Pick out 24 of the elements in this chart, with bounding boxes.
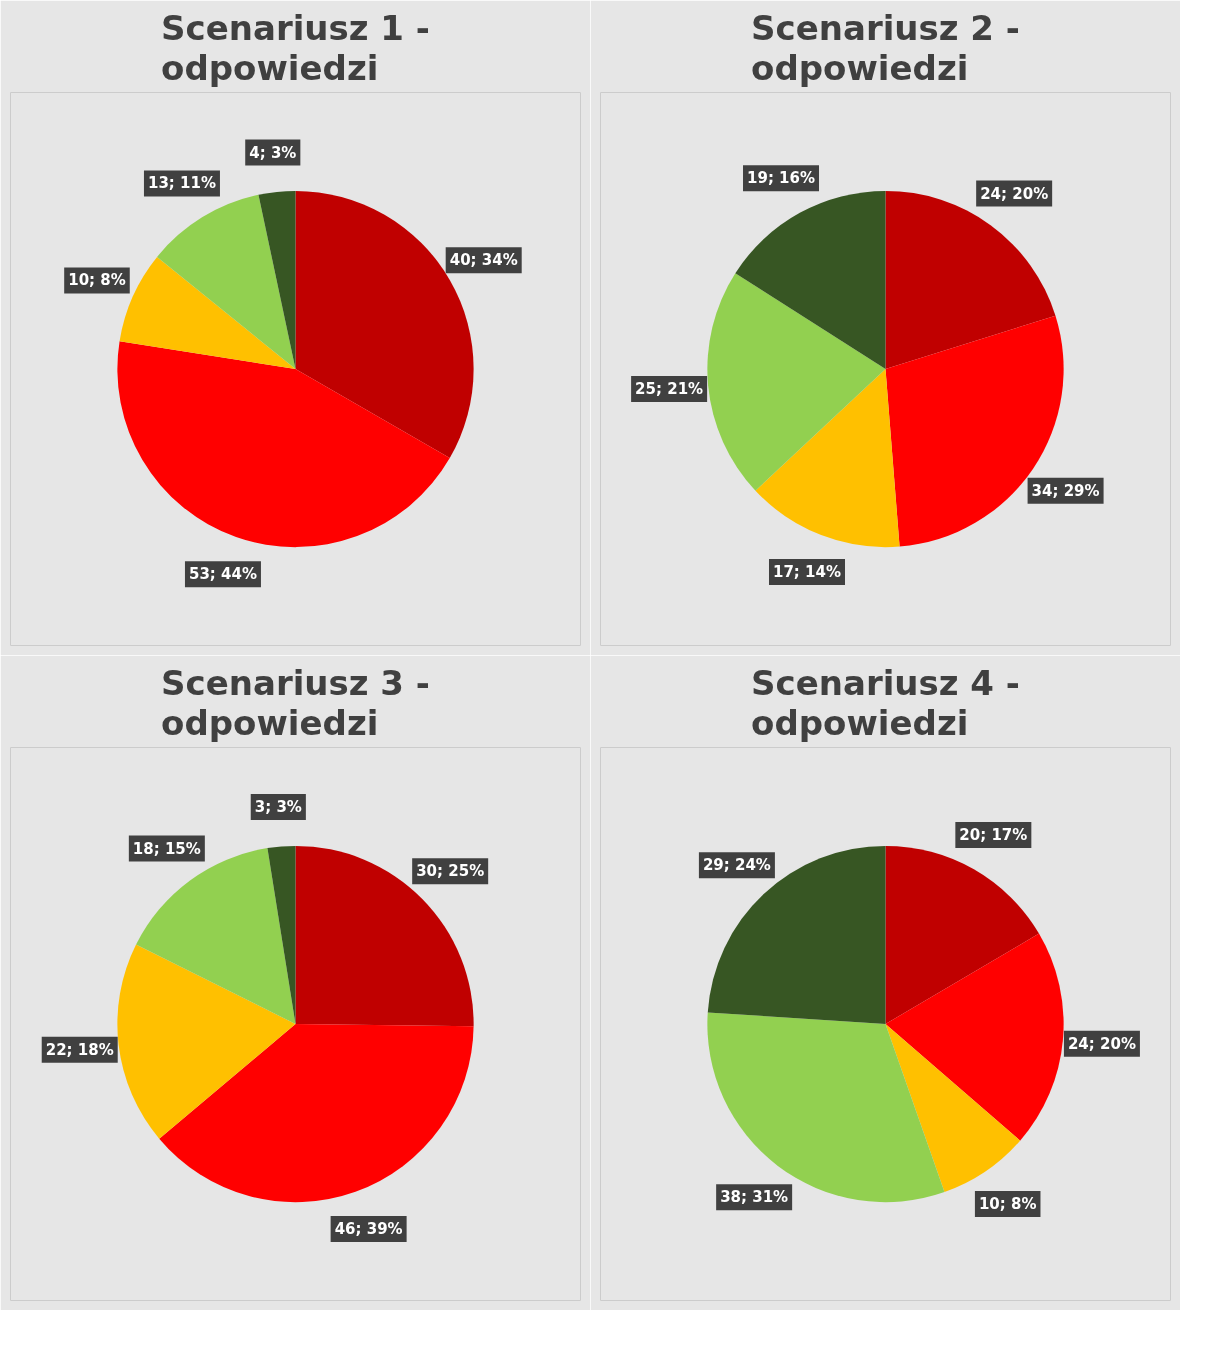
chart-title: Scenariusz 1 - odpowiedzi [161, 7, 430, 88]
chart-title: Scenariusz 3 - odpowiedzi [161, 662, 430, 743]
chart-title: Scenariusz 4 - odpowiedzi [751, 662, 1020, 743]
data-label: 10; 8% [68, 271, 126, 290]
data-label: 18; 15% [132, 839, 201, 858]
data-label: 53; 44% [188, 565, 257, 584]
data-label: 46; 39% [334, 1219, 403, 1238]
data-label: 38; 31% [720, 1188, 789, 1207]
data-label: 40; 34% [449, 251, 518, 270]
data-label: 4; 3% [249, 143, 297, 162]
data-label: 34; 29% [1031, 481, 1100, 500]
data-label: 24; 20% [980, 184, 1049, 203]
data-label: 17; 14% [773, 562, 841, 581]
data-label: 25; 21% [635, 380, 704, 399]
data-label: 20; 17% [959, 826, 1028, 845]
data-label: 22; 18% [45, 1040, 114, 1059]
data-label: 29; 24% [702, 856, 771, 875]
data-label: 19; 16% [747, 169, 816, 188]
data-label: 30; 25% [416, 862, 485, 881]
data-label: 3; 3% [254, 798, 302, 817]
data-label: 24; 20% [1067, 1034, 1136, 1053]
data-label: 13; 11% [147, 174, 216, 193]
data-label: 10; 8% [978, 1194, 1037, 1213]
chart-title: Scenariusz 2 - odpowiedzi [751, 7, 1020, 88]
